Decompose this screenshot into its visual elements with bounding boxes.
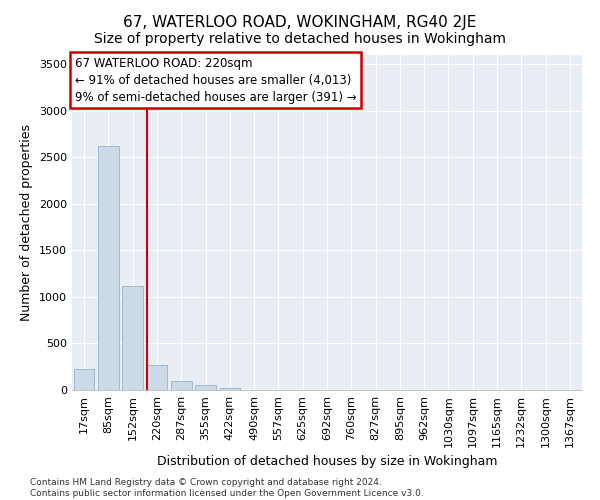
Bar — [146, 365, 167, 390]
Bar — [122, 286, 143, 390]
Text: Contains HM Land Registry data © Crown copyright and database right 2024.
Contai: Contains HM Land Registry data © Crown c… — [30, 478, 424, 498]
Bar — [98, 146, 119, 390]
Text: Size of property relative to detached houses in Wokingham: Size of property relative to detached ho… — [94, 32, 506, 46]
Bar — [74, 368, 94, 390]
Y-axis label: Number of detached properties: Number of detached properties — [20, 124, 34, 321]
Bar — [195, 386, 216, 390]
Text: 67, WATERLOO ROAD, WOKINGHAM, RG40 2JE: 67, WATERLOO ROAD, WOKINGHAM, RG40 2JE — [124, 15, 476, 30]
Bar — [220, 388, 240, 390]
Bar — [171, 381, 191, 390]
Text: 67 WATERLOO ROAD: 220sqm
← 91% of detached houses are smaller (4,013)
9% of semi: 67 WATERLOO ROAD: 220sqm ← 91% of detach… — [74, 56, 356, 104]
X-axis label: Distribution of detached houses by size in Wokingham: Distribution of detached houses by size … — [157, 455, 497, 468]
